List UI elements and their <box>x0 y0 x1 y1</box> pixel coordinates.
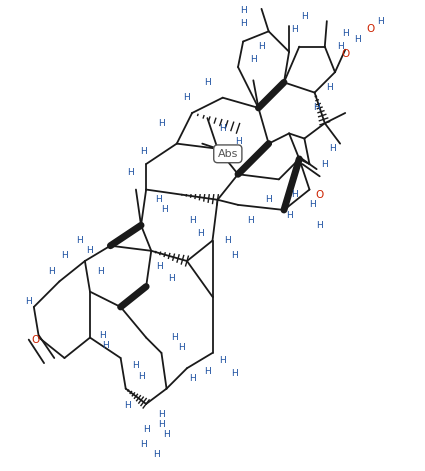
Text: H: H <box>168 274 175 283</box>
Text: H: H <box>240 7 246 16</box>
Text: H: H <box>250 56 257 65</box>
Text: H: H <box>163 430 170 439</box>
Text: O: O <box>316 190 324 200</box>
Text: O: O <box>341 49 349 59</box>
Text: H: H <box>156 261 163 271</box>
Text: H: H <box>178 343 185 352</box>
Text: H: H <box>153 450 160 460</box>
Text: H: H <box>102 341 109 350</box>
Text: H: H <box>219 124 226 133</box>
Text: H: H <box>87 246 94 255</box>
Text: H: H <box>377 16 384 25</box>
Text: H: H <box>330 144 336 153</box>
Text: H: H <box>286 211 292 219</box>
Text: H: H <box>240 19 246 28</box>
Text: H: H <box>143 425 150 434</box>
Text: H: H <box>354 35 361 44</box>
Text: H: H <box>326 83 333 92</box>
Text: H: H <box>184 93 190 102</box>
Text: H: H <box>189 374 196 383</box>
Text: H: H <box>313 104 320 113</box>
Text: H: H <box>219 356 226 365</box>
Text: O: O <box>367 24 375 34</box>
Text: H: H <box>235 137 241 146</box>
Text: H: H <box>97 267 104 276</box>
Text: H: H <box>61 252 68 260</box>
Text: H: H <box>204 78 211 87</box>
Text: H: H <box>232 369 238 378</box>
Text: H: H <box>342 29 348 38</box>
Text: H: H <box>161 205 168 214</box>
Text: H: H <box>232 252 238 260</box>
Text: H: H <box>171 333 178 342</box>
Text: H: H <box>301 11 308 21</box>
Text: H: H <box>204 367 211 376</box>
Text: H: H <box>309 200 316 210</box>
Text: H: H <box>247 216 254 225</box>
Text: H: H <box>48 267 54 276</box>
Text: H: H <box>291 190 298 199</box>
Text: H: H <box>76 236 83 245</box>
Text: H: H <box>99 331 106 340</box>
Text: H: H <box>337 42 343 51</box>
Text: H: H <box>26 297 32 306</box>
Text: H: H <box>224 236 231 245</box>
Text: H: H <box>189 216 196 225</box>
Text: H: H <box>158 410 165 419</box>
Text: H: H <box>125 401 131 411</box>
Text: H: H <box>128 168 134 177</box>
Text: H: H <box>321 160 328 169</box>
Text: H: H <box>158 119 165 128</box>
Text: H: H <box>140 147 147 156</box>
Text: H: H <box>265 195 272 204</box>
Text: H: H <box>158 420 165 429</box>
Text: H: H <box>138 372 145 381</box>
Text: H: H <box>133 361 139 370</box>
Text: H: H <box>316 221 323 230</box>
Text: Abs: Abs <box>218 149 238 159</box>
Text: H: H <box>155 195 162 204</box>
Text: H: H <box>197 229 204 238</box>
Text: O: O <box>32 334 40 345</box>
Text: H: H <box>291 25 298 34</box>
Text: H: H <box>140 440 147 449</box>
Text: H: H <box>258 42 265 51</box>
